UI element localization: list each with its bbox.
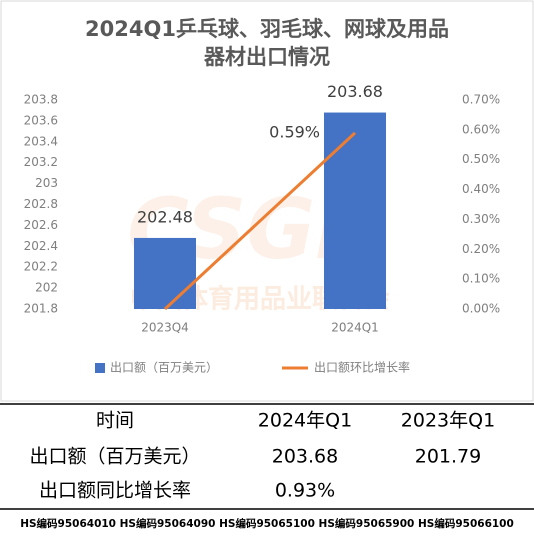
bar [134,237,196,309]
table-header: 时间 [96,410,134,432]
table-cell: 出口额（百万美元） [29,446,200,468]
y-tick-label: 203.4 [24,134,58,148]
y2-tick-label: 0.20% [462,242,500,256]
y2-tick-label: 0.70% [462,93,500,107]
chart-title: 2024Q1乒乓球、羽毛球、网球及用品 [85,17,449,41]
bar [324,112,386,309]
chart-frame [0,0,534,402]
y2-tick-label: 0.60% [462,122,500,136]
chart-title: 器材出口情况 [203,45,330,69]
value-label: 203.68 [327,82,383,101]
legend-swatch [95,363,105,373]
x-tick-label: 2024Q1 [331,321,379,335]
line [163,131,357,311]
y-tick-label: 203.6 [24,113,58,127]
table-cell: 出口额同比增长率 [39,480,191,502]
y-tick-label: 203 [35,176,58,190]
y-tick-label: 203.8 [24,93,58,107]
table-cell: 203.68 [272,446,338,468]
y-tick-label: 202.8 [24,197,58,211]
y2-tick-label: 0.50% [462,152,500,166]
table-cell: 0.93% [275,480,335,502]
legend-label: 出口额（百万美元） [110,361,218,375]
y-tick-label: 202.4 [24,239,58,253]
table-cell: 201.79 [415,446,481,468]
table-header: 2023年Q1 [401,410,495,432]
y-tick-label: 201.8 [24,302,58,316]
footer: HS编码95064010 HS编码95064090 HS编码95065100 H… [20,517,514,530]
x-tick-label: 2023Q4 [141,321,189,335]
value-label: 202.48 [137,207,193,226]
y-tick-label: 202.6 [24,218,58,232]
y-tick-label: 203.2 [24,155,58,169]
y-tick-label: 202.2 [24,260,58,274]
legend-label: 出口额环比增长率 [314,360,410,375]
y2-tick-label: 0.40% [462,182,500,196]
value-label: 0.59% [269,122,320,141]
table-header: 2024年Q1 [258,410,352,432]
y2-tick-label: 0.00% [462,302,500,316]
y2-tick-label: 0.30% [462,212,500,226]
y-tick-label: 202 [35,281,58,295]
y2-tick-label: 0.10% [462,272,500,286]
